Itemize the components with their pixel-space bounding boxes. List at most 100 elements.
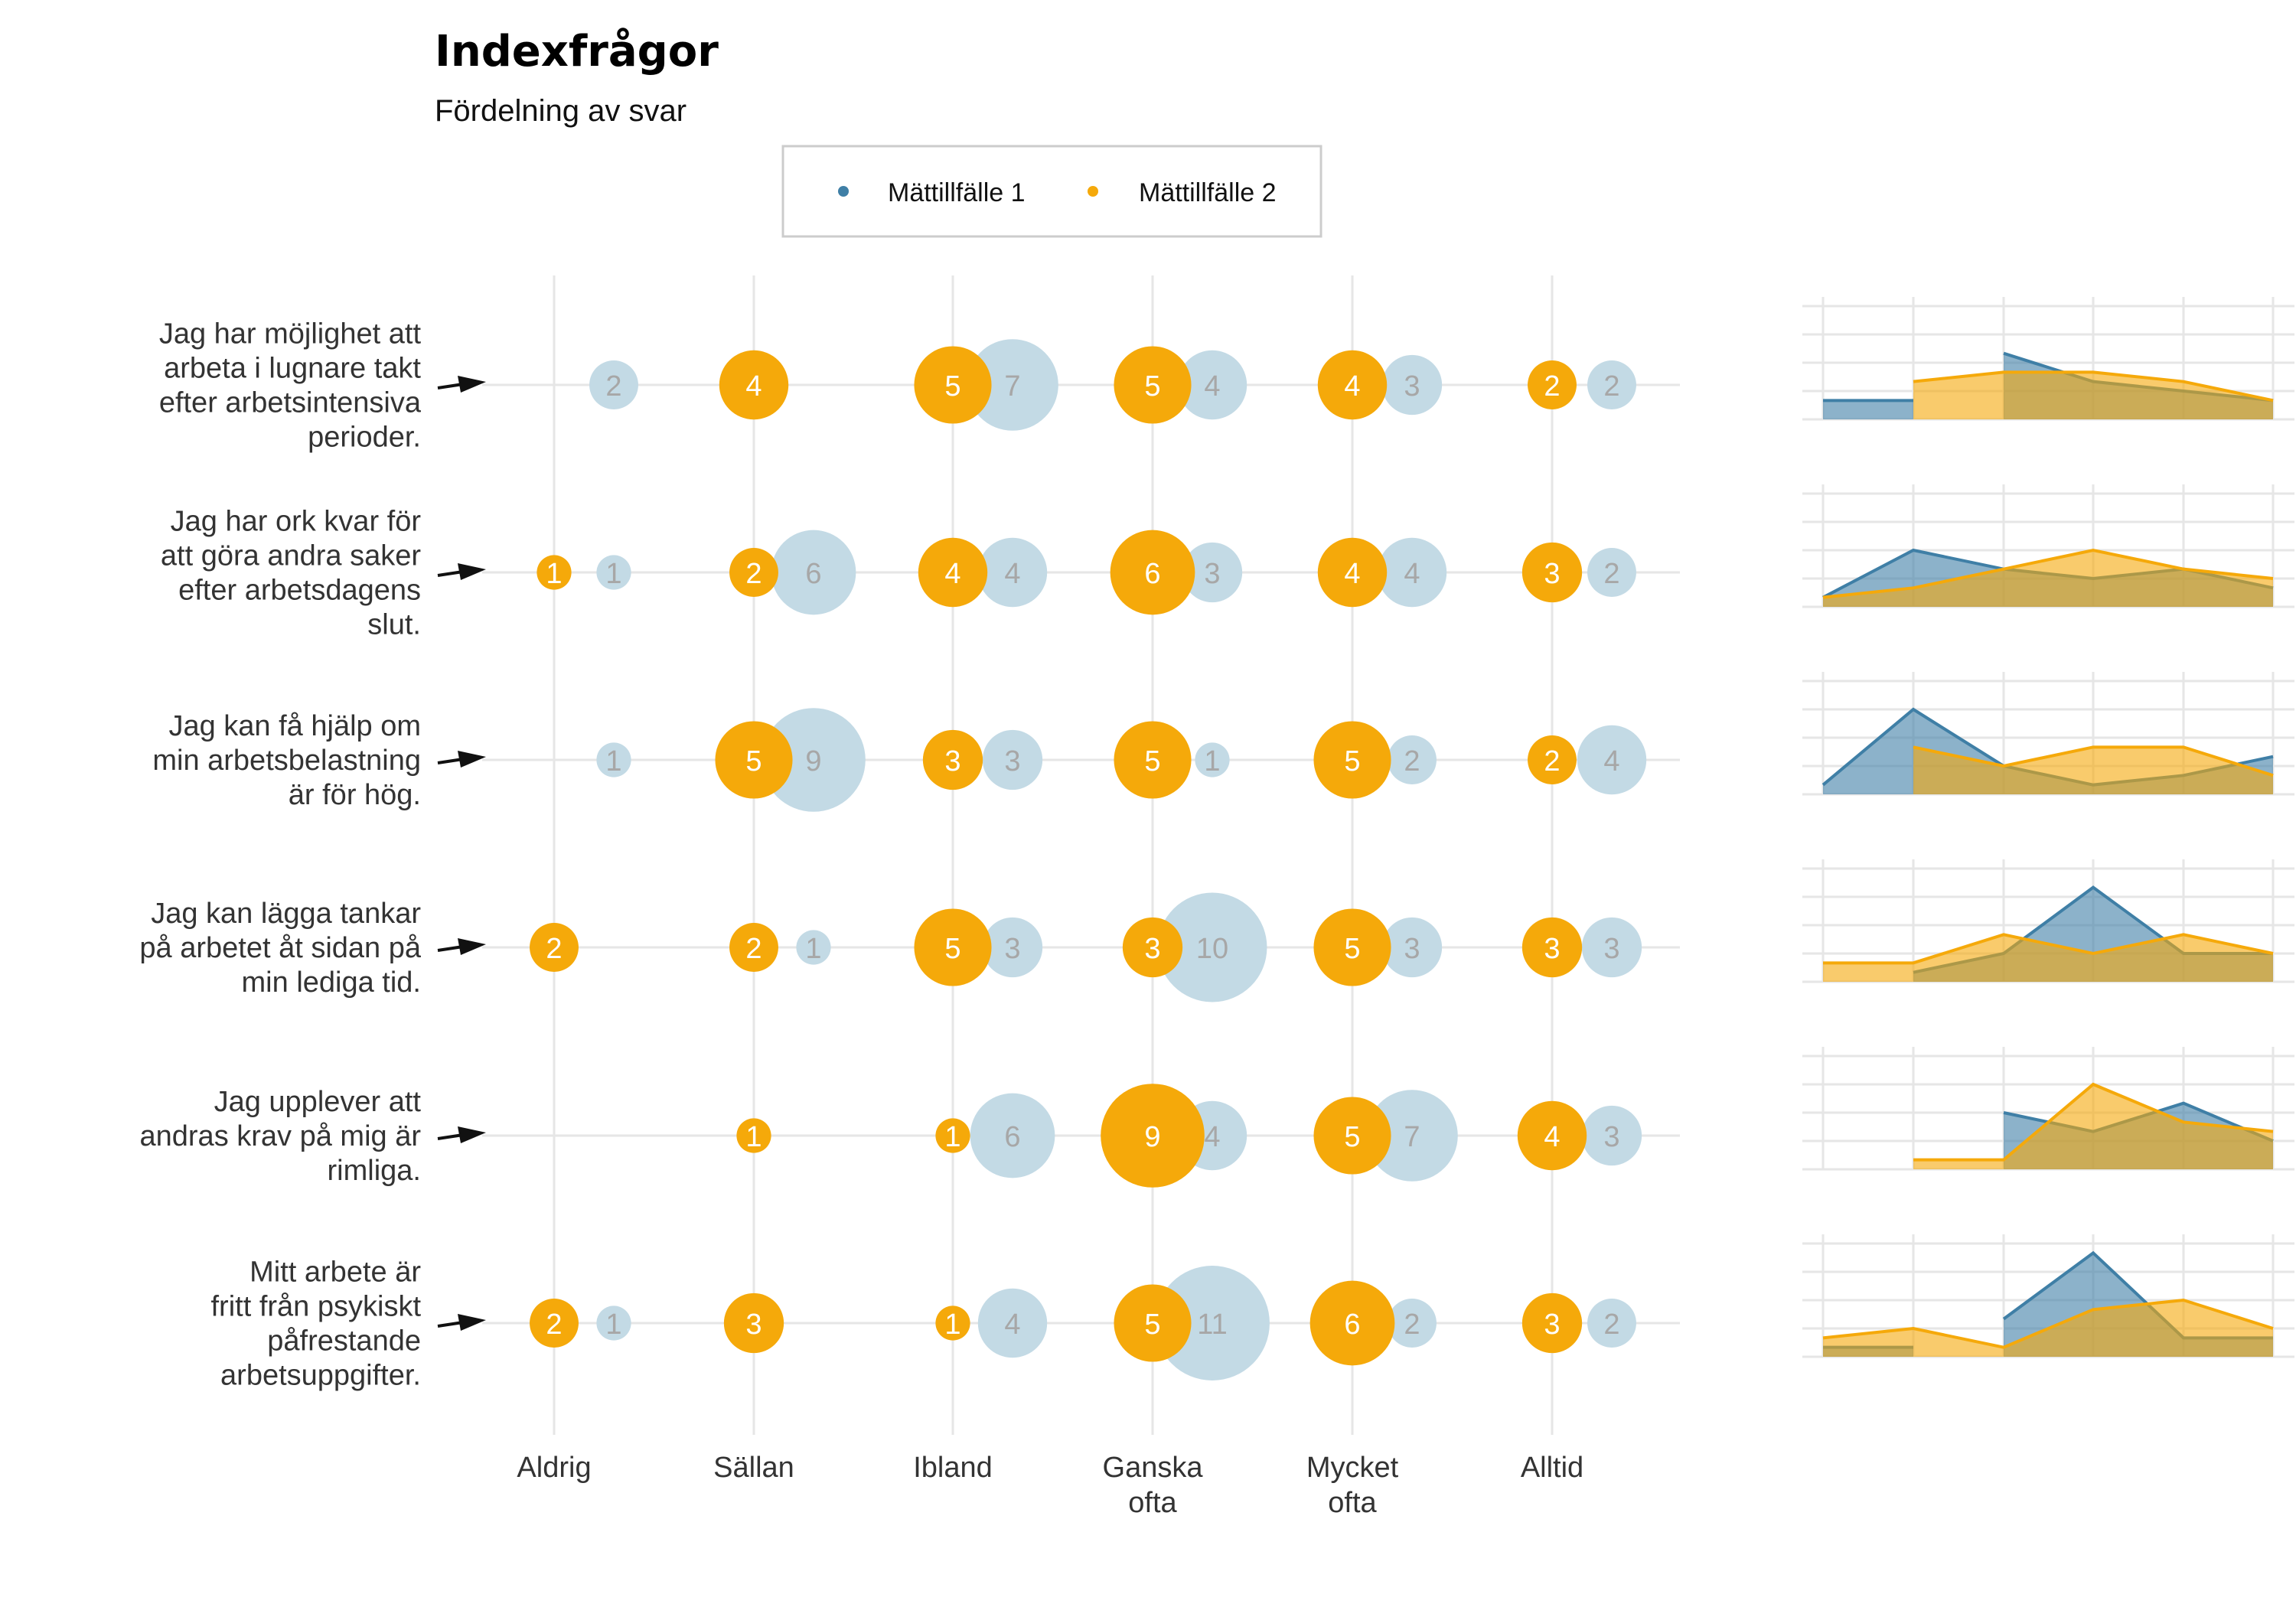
sparkline-panel [1802, 859, 2294, 983]
arrow-head-icon [458, 1126, 486, 1143]
bubble-m2 [1110, 530, 1195, 615]
legend-label-m1: Mättillfälle 1 [888, 178, 1026, 207]
sparkline-m2-area [1913, 747, 2273, 794]
legend: Mättillfälle 1 Mättillfälle 2 [781, 145, 1322, 238]
bubble-label-m1: 11 [1197, 1309, 1227, 1341]
arrow-icon [437, 758, 464, 764]
bubble-m2 [922, 729, 983, 790]
sparkline-m2-area [1913, 372, 2273, 419]
bubble-m1 [1581, 1105, 1642, 1166]
arrow-head-icon [458, 1314, 486, 1331]
arrow-icon [437, 1133, 464, 1140]
bubble-label-m1: 2 [1404, 1309, 1420, 1341]
arrow-head-icon [458, 938, 486, 955]
x-tick-label: Alltid [1521, 1452, 1583, 1484]
bubble-m1 [596, 742, 631, 777]
sparkline-m2-line [1913, 745, 2274, 777]
bubble-label-m1: 4 [1004, 1309, 1020, 1341]
arrow-head-icon [458, 751, 486, 768]
bubble-m2 [1317, 350, 1388, 420]
question-labels: Jag har möjlighet att arbeta i lugnare ta… [139, 318, 486, 1392]
bubble-label-m1: 3 [1204, 558, 1220, 590]
bubble-m2 [1528, 735, 1577, 784]
bubble-m1 [796, 930, 831, 965]
bubble-label-m2: 5 [1144, 745, 1160, 777]
sparkline-panel [1802, 484, 2294, 608]
bubble-m1 [970, 1093, 1055, 1178]
bubble-m1 [596, 555, 631, 590]
question-label: Mitt arbete är fritt från psykiskt påfrest… [211, 1257, 422, 1392]
bubble-grid [482, 275, 1680, 1435]
bubble-m2 [1122, 917, 1183, 978]
sparkline-panel [1802, 1234, 2294, 1358]
bubble-label-m2: 5 [1144, 1309, 1160, 1341]
bubble-m1 [967, 339, 1058, 431]
bubble-label-m2: 9 [1144, 1121, 1160, 1153]
x-tick-label: Sällan [713, 1452, 794, 1484]
bubble-label-m1: 1 [805, 933, 821, 965]
bubble-label-m2: 4 [944, 558, 960, 590]
sparkline-m2-area [1823, 934, 2273, 982]
x-tick-label: Aldrig [517, 1452, 591, 1484]
bubble-m2 [935, 1305, 970, 1341]
sparkline-panels [1802, 297, 2294, 1358]
bubble-label-m2: 4 [1344, 370, 1360, 403]
bubble-m1 [1377, 537, 1447, 608]
bubble-m2 [1114, 1284, 1192, 1362]
arrow-icon [437, 383, 464, 390]
bubble-label-m2: 1 [944, 1309, 960, 1341]
bubble-label-m1: 1 [1204, 745, 1220, 777]
bubble-m1 [1587, 548, 1636, 597]
bubble-m1 [1381, 354, 1443, 416]
question-label: Jag har ork kvar för att göra andra saker… [161, 506, 421, 641]
bubble-label-m1: 4 [1004, 558, 1020, 590]
sparkline-panel [1802, 1047, 2294, 1171]
bubble-label-m2: 3 [1544, 933, 1560, 965]
bubble-label-m1: 10 [1196, 933, 1228, 965]
x-axis: Aldrig Sällan Ibland Ganska ofta Mycket ofta Al… [517, 1452, 1583, 1519]
bubble-label-m1: 3 [1603, 933, 1619, 965]
bubble-label-m1: 3 [1404, 370, 1420, 403]
bubble-label-m1: 3 [1004, 745, 1020, 777]
bubble-label-m1: 4 [1404, 558, 1420, 590]
bubble-label-m1: 1 [605, 1309, 621, 1341]
bubble-m1 [1587, 360, 1636, 409]
bubble-label-m2: 1 [546, 558, 562, 590]
bubble-label-m2: 5 [944, 370, 960, 403]
bubble-label-m2: 2 [745, 933, 762, 965]
bubble-m2 [729, 923, 778, 972]
bubble-label-m2: 3 [1144, 933, 1160, 965]
bubble-m2 [1517, 1100, 1587, 1171]
chart-subtitle: Fördelning av svar [435, 94, 687, 128]
sparkline-m2-line [1822, 548, 2274, 599]
question-label: Jag kan lägga tankar på arbetet åt sidan … [139, 898, 421, 999]
bubble-label-m1: 6 [805, 558, 821, 590]
chart-title: Indexfrågor [435, 27, 719, 77]
sparkline-m2-line [1822, 1298, 2274, 1349]
x-tick-label: Ganska ofta [1103, 1452, 1204, 1519]
sparkline-m1-area [1823, 400, 1913, 419]
bubble-m1 [596, 1305, 631, 1341]
bubble-m2 [935, 1118, 970, 1153]
bubble-label-m1: 2 [1603, 1309, 1619, 1341]
bubble-m2 [914, 908, 992, 986]
bubble-label-m2: 5 [944, 933, 960, 965]
bubble-label-m2: 5 [1344, 1121, 1360, 1153]
bubble-plot: 2 7 4 3 2 4 5 5 4 2 1 6 4 3 4 2 1 2 4 6 4 3 1 9 3 1 2 4 5 3 5 5 2 1 3 10 3 3 2… [530, 339, 1647, 1380]
sparkline-panel [1802, 297, 2294, 421]
bubble-m2 [1114, 721, 1192, 799]
sparkline-m2-line [1913, 370, 2274, 403]
sparkline-m2-line [1913, 1082, 2274, 1162]
bubble-m2 [1528, 360, 1577, 409]
bubble-label-m2: 1 [745, 1121, 762, 1153]
arrow-head-icon [458, 563, 486, 580]
bubble-label-m2: 2 [745, 558, 762, 590]
bubble-label-m1: 3 [1004, 933, 1020, 965]
bubble-label-m2: 5 [1144, 370, 1160, 403]
bubble-label-m1: 6 [1004, 1121, 1020, 1153]
bubble-m2 [1521, 917, 1583, 978]
bubble-m1 [977, 537, 1048, 608]
bubble-label-m1: 7 [1004, 370, 1020, 403]
legend-marker-m2 [1088, 186, 1098, 197]
